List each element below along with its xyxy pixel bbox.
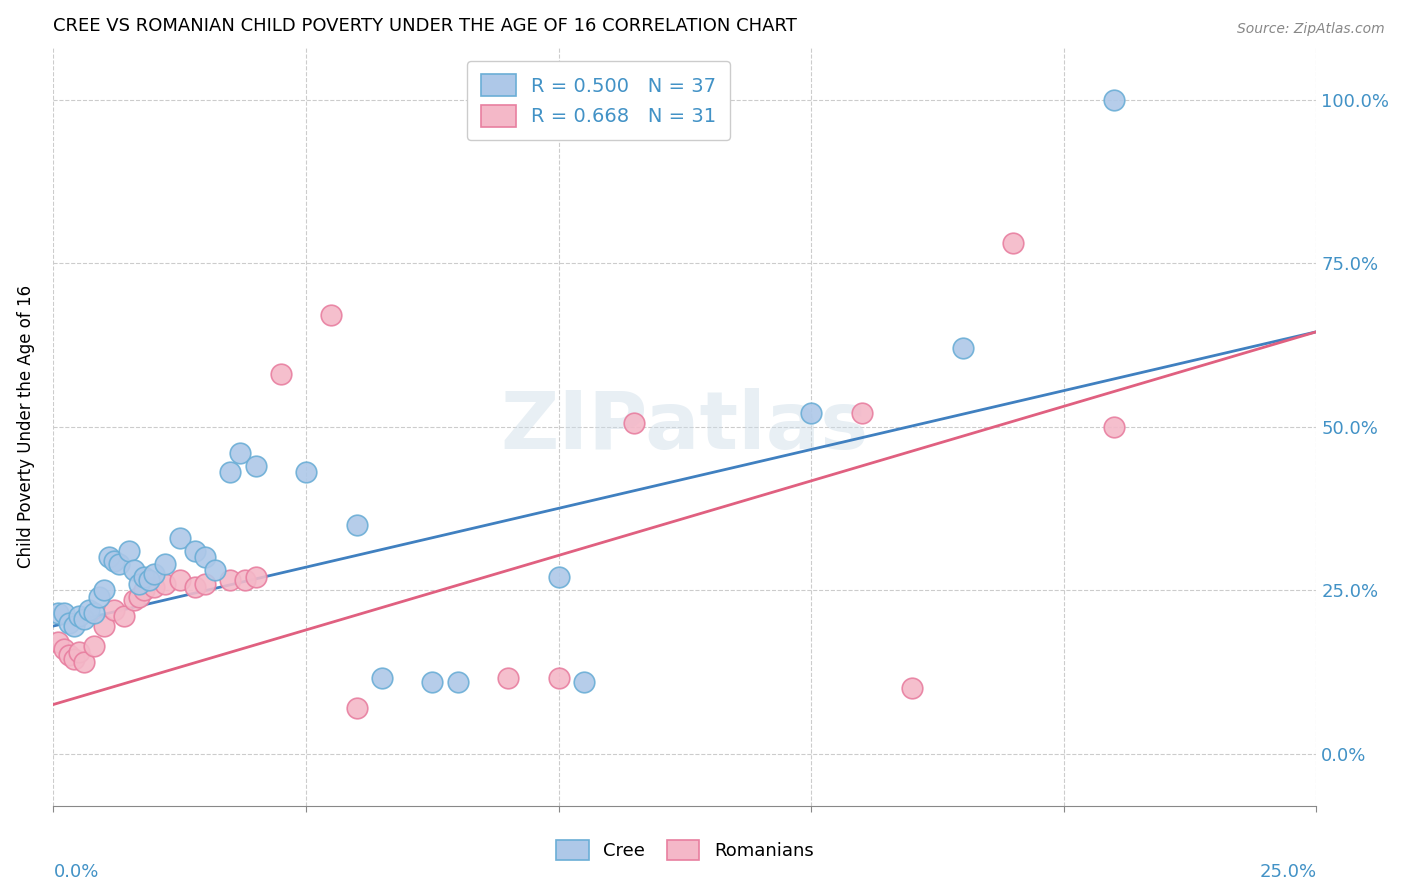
Point [58,648,80,663]
Point [901,681,924,695]
Point [194,550,217,565]
Point [184,544,207,558]
Point [169,531,191,545]
Point [346,700,368,714]
Point [128,576,150,591]
Point [1104,419,1126,434]
Point [103,602,125,616]
Text: ZIPatlas: ZIPatlas [501,388,869,466]
Point [98,550,121,565]
Text: CREE VS ROMANIAN CHILD POVERTY UNDER THE AGE OF 16 CORRELATION CHART: CREE VS ROMANIAN CHILD POVERTY UNDER THE… [53,17,797,35]
Point [108,557,131,571]
Legend: Cree, Romanians: Cree, Romanians [547,831,823,869]
Y-axis label: Child Poverty Under the Age of 16: Child Poverty Under the Age of 16 [17,285,35,568]
Point [800,407,823,421]
Point [169,573,191,587]
Point [952,341,974,355]
Point [93,619,115,633]
Point [48,635,70,649]
Point [83,606,105,620]
Point [73,655,96,669]
Point [153,576,176,591]
Point [67,609,90,624]
Point [1104,93,1126,107]
Point [134,570,156,584]
Point [229,446,252,460]
Point [245,570,267,584]
Point [67,645,90,659]
Point [1002,236,1025,251]
Point [420,674,443,689]
Text: 0.0%: 0.0% [53,863,98,880]
Point [184,580,207,594]
Point [83,639,105,653]
Point [93,582,115,597]
Point [122,592,145,607]
Point [235,573,257,587]
Point [118,544,141,558]
Point [58,615,80,630]
Point [48,606,70,620]
Point [103,553,125,567]
Point [219,466,242,480]
Point [112,609,135,624]
Point [153,557,176,571]
Point [321,309,343,323]
Point [496,671,519,685]
Point [851,407,873,421]
Point [143,566,166,581]
Point [128,590,150,604]
Point [270,368,292,382]
Point [346,517,368,532]
Point [371,671,394,685]
Point [138,573,160,587]
Point [52,606,75,620]
Text: 25.0%: 25.0% [1260,863,1316,880]
Point [122,563,145,577]
Point [62,619,84,633]
Point [52,641,75,656]
Point [547,570,569,584]
Point [572,674,595,689]
Point [204,563,226,577]
Point [134,582,156,597]
Text: Source: ZipAtlas.com: Source: ZipAtlas.com [1237,22,1385,37]
Point [194,576,217,591]
Point [62,651,84,665]
Point [623,417,645,431]
Point [87,590,110,604]
Point [295,466,318,480]
Point [73,612,96,626]
Point [245,458,267,473]
Point [446,674,468,689]
Point [77,602,100,616]
Point [143,580,166,594]
Point [219,573,242,587]
Point [547,671,569,685]
